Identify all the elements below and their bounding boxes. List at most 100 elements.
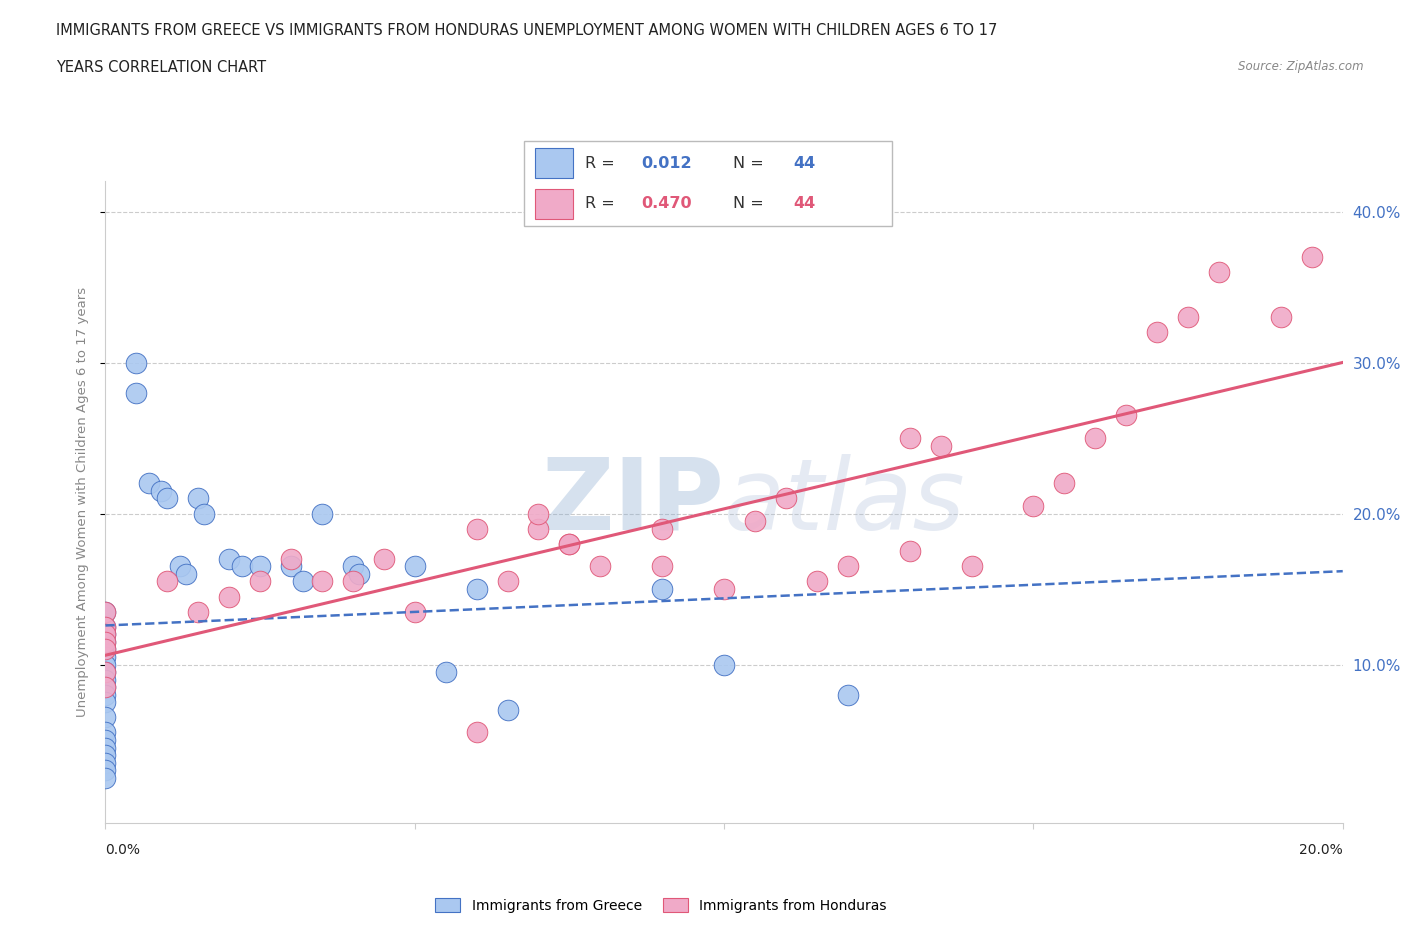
Point <box>249 574 271 589</box>
Point <box>94 710 117 724</box>
Point <box>94 755 117 770</box>
Point <box>347 566 370 581</box>
Point <box>156 574 179 589</box>
Point <box>1053 476 1076 491</box>
Point <box>527 506 550 521</box>
Point <box>94 604 117 619</box>
Text: 0.470: 0.470 <box>641 196 692 211</box>
Point <box>94 627 117 642</box>
Point <box>1301 249 1323 264</box>
Point <box>929 438 952 453</box>
Point <box>292 574 315 589</box>
Point <box>342 574 364 589</box>
Point <box>94 634 117 649</box>
Text: N =: N = <box>733 156 769 171</box>
Point <box>94 740 117 755</box>
Point <box>651 581 673 596</box>
Point <box>193 506 215 521</box>
Text: Source: ZipAtlas.com: Source: ZipAtlas.com <box>1239 60 1364 73</box>
Point <box>806 574 828 589</box>
Text: 0.012: 0.012 <box>641 156 692 171</box>
Point <box>94 680 117 695</box>
Text: YEARS CORRELATION CHART: YEARS CORRELATION CHART <box>56 60 266 75</box>
Point <box>94 649 117 664</box>
Point <box>527 521 550 536</box>
Point <box>744 513 766 528</box>
Point <box>94 634 117 649</box>
Point <box>280 559 302 574</box>
Point <box>174 566 197 581</box>
Point <box>311 506 333 521</box>
Point <box>231 559 253 574</box>
Text: IMMIGRANTS FROM GREECE VS IMMIGRANTS FROM HONDURAS UNEMPLOYMENT AMONG WOMEN WITH: IMMIGRANTS FROM GREECE VS IMMIGRANTS FRO… <box>56 23 998 38</box>
Point <box>94 658 117 672</box>
Point <box>94 665 117 680</box>
Point <box>94 627 117 642</box>
Point <box>94 619 117 634</box>
Point <box>280 551 302 566</box>
Point <box>1022 498 1045 513</box>
Point <box>898 544 921 559</box>
Bar <box>536 149 574 179</box>
Point <box>94 770 117 785</box>
Point <box>94 695 117 710</box>
Text: 44: 44 <box>793 196 815 211</box>
Point <box>775 491 797 506</box>
Point <box>125 385 148 400</box>
Point <box>837 559 859 574</box>
Point <box>960 559 983 574</box>
Point <box>465 581 488 596</box>
Point <box>94 687 117 702</box>
Text: 0.0%: 0.0% <box>105 843 141 857</box>
Point <box>1115 408 1137 423</box>
Point <box>94 748 117 763</box>
Point <box>311 574 333 589</box>
Point <box>150 484 173 498</box>
Text: N =: N = <box>733 196 769 211</box>
Point <box>558 537 581 551</box>
Point <box>187 604 209 619</box>
Point <box>169 559 191 574</box>
Point <box>94 672 117 687</box>
FancyBboxPatch shape <box>524 141 893 226</box>
Point <box>1084 431 1107 445</box>
Point <box>465 725 488 740</box>
Point <box>94 642 117 657</box>
Point <box>465 521 488 536</box>
Point <box>434 665 457 680</box>
Bar <box>536 189 574 219</box>
Point <box>94 642 117 657</box>
Text: ZIP: ZIP <box>541 454 724 551</box>
Point <box>125 355 148 370</box>
Point <box>898 431 921 445</box>
Point <box>342 559 364 574</box>
Point <box>1270 310 1292 325</box>
Text: 20.0%: 20.0% <box>1299 843 1343 857</box>
Point <box>558 537 581 551</box>
Point <box>837 687 859 702</box>
Point <box>404 559 426 574</box>
Text: R =: R = <box>585 196 620 211</box>
Point <box>589 559 612 574</box>
Point <box>187 491 209 506</box>
Point <box>651 559 673 574</box>
Point <box>94 680 117 695</box>
Point <box>138 476 160 491</box>
Point <box>1146 325 1168 339</box>
Point <box>94 604 117 619</box>
Point <box>94 665 117 680</box>
Point <box>651 521 673 536</box>
Point <box>94 619 117 634</box>
Point <box>496 702 519 717</box>
Text: atlas: atlas <box>724 454 966 551</box>
Point <box>156 491 179 506</box>
Point <box>373 551 395 566</box>
Point <box>404 604 426 619</box>
Text: 44: 44 <box>793 156 815 171</box>
Point <box>1208 264 1230 279</box>
Point <box>496 574 519 589</box>
Point <box>218 589 240 604</box>
Point <box>1177 310 1199 325</box>
Text: R =: R = <box>585 156 620 171</box>
Point <box>249 559 271 574</box>
